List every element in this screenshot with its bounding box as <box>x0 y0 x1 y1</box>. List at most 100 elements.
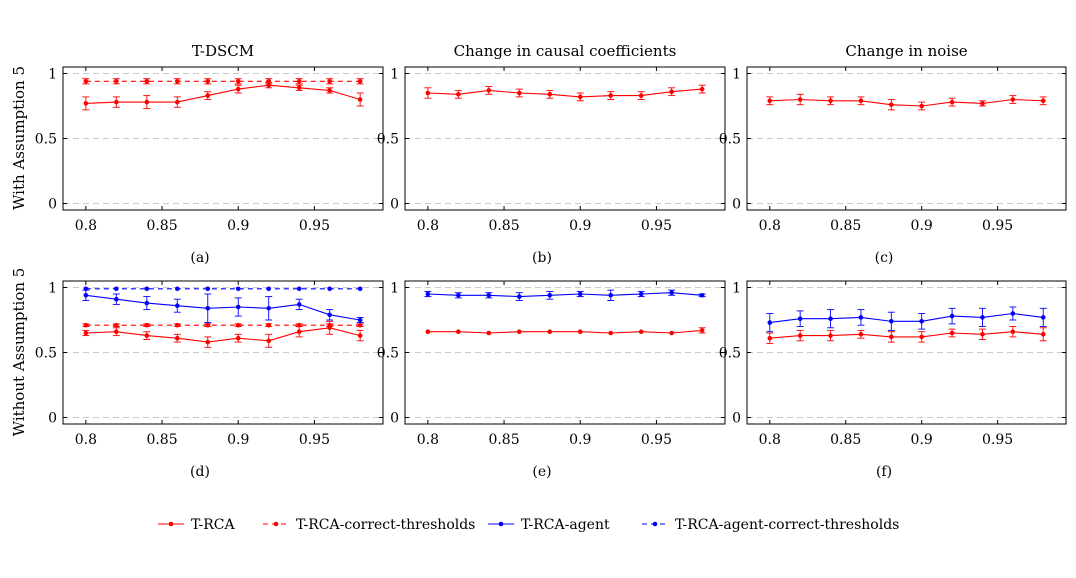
panel-a: 0 0.5 1 0.8 0.85 0.9 0.95 T-DSCM <box>35 42 384 234</box>
x-tick-label: 0.85 <box>146 218 177 234</box>
x-tick-label: 0.95 <box>982 218 1013 234</box>
series-line <box>85 84 361 104</box>
data-point <box>266 306 272 311</box>
series-line <box>769 312 1044 324</box>
data-point <box>174 286 180 292</box>
data-point <box>266 286 272 292</box>
series-t-rca-correct-thresholds <box>82 78 364 85</box>
data-point <box>797 333 803 338</box>
data-point <box>1010 329 1016 335</box>
data-point <box>919 334 924 340</box>
data-point <box>357 79 363 84</box>
y-tick-label: 0 <box>390 197 399 213</box>
x-tick-label: 0.85 <box>830 432 861 448</box>
data-point <box>669 290 674 296</box>
data-point <box>83 79 89 84</box>
data-point <box>327 79 332 84</box>
x-tick-label: 0.9 <box>911 218 933 234</box>
legend-marker <box>498 521 504 527</box>
data-point <box>797 316 803 322</box>
y-tick-label: 0.5 <box>377 346 399 362</box>
data-point <box>327 322 332 328</box>
caption-b: (b) <box>532 250 552 266</box>
data-point <box>235 286 241 292</box>
series-t-rca-correct-thresholds <box>82 322 364 328</box>
data-point <box>608 293 614 298</box>
data-point <box>949 99 955 105</box>
data-point <box>1040 332 1046 337</box>
y-tick-label: 1 <box>48 281 57 297</box>
data-point <box>83 286 89 292</box>
x-tick-label: 0.9 <box>227 432 249 448</box>
data-point <box>144 286 150 292</box>
data-point <box>296 85 302 91</box>
data-point <box>144 333 150 338</box>
series-line <box>769 98 1044 107</box>
legend-item-t-rca: T-RCA <box>158 517 236 533</box>
data-point <box>828 316 833 322</box>
data-point <box>797 97 803 102</box>
data-point <box>114 79 119 84</box>
data-point <box>699 293 705 298</box>
x-tick-label: 0.95 <box>299 432 330 448</box>
panel-title: T-DSCM <box>192 42 254 60</box>
data-point <box>144 300 150 306</box>
y-tick-label: 0 <box>732 197 741 213</box>
data-point <box>235 322 241 328</box>
series-t-rca-agent <box>766 306 1047 333</box>
data-point <box>114 99 119 105</box>
data-point <box>577 94 583 100</box>
series-t-rca <box>766 326 1047 344</box>
y-tick-label: 1 <box>48 67 57 83</box>
data-point <box>486 88 492 93</box>
data-point <box>357 286 363 292</box>
data-point <box>174 322 180 328</box>
series-line <box>427 88 703 98</box>
data-point <box>327 88 332 93</box>
caption-a: (a) <box>190 250 209 266</box>
panel-f: 0 0.5 1 0.8 0.85 0.9 0.95 <box>719 280 1067 448</box>
x-tick-label: 0.85 <box>488 218 519 234</box>
caption-e: (e) <box>532 464 551 480</box>
y-tick-label: 0 <box>48 197 57 213</box>
data-point <box>577 291 583 297</box>
series-line <box>427 329 703 334</box>
legend-label: T-RCA-agent <box>521 517 610 533</box>
data-point <box>425 291 431 297</box>
caption-c: (c) <box>875 250 894 266</box>
data-point <box>919 319 924 324</box>
legend-marker <box>273 521 279 527</box>
data-point <box>828 333 833 338</box>
panel-title: Change in causal coefficients <box>454 42 677 60</box>
data-point <box>980 315 985 320</box>
legend-marker <box>652 521 658 527</box>
x-tick-label: 0.9 <box>569 218 591 234</box>
legend-item-t-rca-correct-thresholds: T-RCA-correct-thresholds <box>263 517 475 533</box>
data-point <box>516 294 522 299</box>
data-point <box>547 293 553 298</box>
data-point <box>980 332 985 337</box>
y-tick-label: 0.5 <box>719 346 741 362</box>
data-point <box>767 98 773 104</box>
data-point <box>205 286 211 292</box>
data-point <box>638 291 644 297</box>
data-point <box>296 79 302 84</box>
panel-c: 0 0.5 1 0.8 0.85 0.9 0.95 Change in noise <box>719 42 1067 234</box>
legend-item-t-rca-agent-correct-thresholds: T-RCA-agent-correct-thresholds <box>642 517 899 533</box>
data-point <box>858 332 864 337</box>
data-point <box>608 93 614 98</box>
data-point <box>357 317 363 323</box>
x-tick-label: 0.85 <box>146 432 177 448</box>
data-point <box>174 303 180 309</box>
series-t-rca-agent <box>424 289 706 301</box>
data-point <box>767 320 773 325</box>
series-line <box>85 327 361 343</box>
data-point <box>699 328 705 333</box>
data-point <box>858 315 864 320</box>
data-point <box>1040 315 1046 320</box>
legend-marker <box>168 521 174 527</box>
y-tick-label: 0.5 <box>35 346 57 362</box>
data-point <box>669 330 674 336</box>
x-tick-label: 0.8 <box>75 218 97 234</box>
data-point <box>577 329 583 335</box>
